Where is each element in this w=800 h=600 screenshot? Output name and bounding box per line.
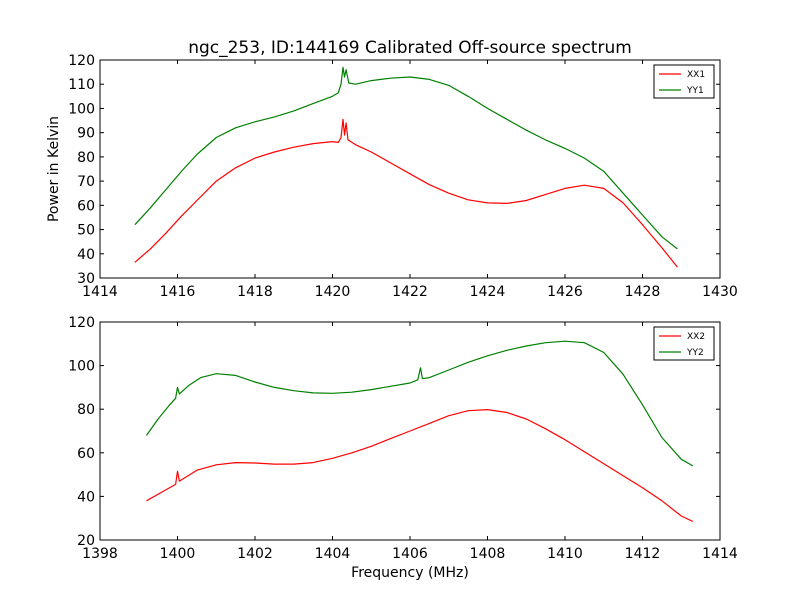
- x-tick-label: 1416: [160, 284, 196, 300]
- legend-label-yy1: YY1: [686, 86, 704, 96]
- legend-label-yy2: YY2: [686, 348, 704, 358]
- y-tick-label: 120: [68, 315, 95, 331]
- y-tick-label: 60: [77, 198, 95, 214]
- x-tick-label: 1410: [547, 546, 583, 562]
- y-tick-label: 100: [68, 359, 95, 375]
- x-tick-label: 1418: [237, 284, 273, 300]
- x-tick-label: 1428: [625, 284, 661, 300]
- y-tick-label: 120: [68, 53, 95, 69]
- x-tick-label: 1400: [160, 546, 196, 562]
- legend: XX1 YY1: [653, 64, 715, 99]
- x-tick-label: 1424: [470, 284, 506, 300]
- legend-box: [653, 326, 715, 361]
- x-tick-label: 1430: [702, 284, 738, 300]
- legend-box: [653, 64, 715, 99]
- y-tick-label: 100: [68, 101, 95, 117]
- x-tick-label: 1420: [315, 284, 351, 300]
- x-tick-label: 1426: [547, 284, 583, 300]
- y-tick-label: 60: [77, 446, 95, 462]
- y-tick-label: 50: [77, 223, 95, 239]
- y-tick-label: 80: [77, 150, 95, 166]
- series-line-xx1: [134, 118, 678, 268]
- y-axis-label-top: Power in Kelvin: [46, 116, 62, 222]
- y-tick-label: 40: [77, 247, 95, 263]
- x-tick-label: 1414: [82, 284, 118, 300]
- x-tick-label: 1422: [392, 284, 428, 300]
- x-tick-label: 1406: [392, 546, 428, 562]
- y-tick-label: 90: [77, 126, 95, 142]
- x-axis-label-bottom: Frequency (MHz): [351, 565, 469, 581]
- top-panel: 1414 1416 1418 1420 1422 1424 1426 1428 1430 30 40…: [68, 53, 738, 300]
- y-tick-label: 20: [77, 533, 95, 549]
- y-tick-label: 110: [68, 77, 95, 93]
- y-tick-label: 80: [77, 402, 95, 418]
- legend-label-xx2: XX2: [687, 332, 705, 342]
- series-line-yy2: [146, 340, 694, 467]
- legend-label-xx1: XX1: [687, 70, 705, 80]
- axes-frame: [99, 59, 721, 279]
- series-line-yy1: [134, 66, 678, 250]
- y-tick-label: 30: [77, 271, 95, 287]
- legend: XX2 YY2: [653, 326, 715, 361]
- x-tick-label: 1408: [470, 546, 506, 562]
- x-tick-label: 1402: [237, 546, 273, 562]
- series-line-xx2: [146, 409, 694, 523]
- x-tick-label: 1414: [702, 546, 738, 562]
- chart-title: ngc_253, ID:144169 Calibrated Off-source…: [188, 38, 632, 58]
- x-tick-label: 1404: [315, 546, 351, 562]
- y-tick-label: 70: [77, 174, 95, 190]
- bottom-panel: 1398 1400 1402 1404 1406 1408 1410 1412 1414 20 40…: [68, 315, 738, 562]
- x-tick-label: 1398: [82, 546, 118, 562]
- x-tick-label: 1412: [625, 546, 661, 562]
- y-tick-label: 40: [77, 489, 95, 505]
